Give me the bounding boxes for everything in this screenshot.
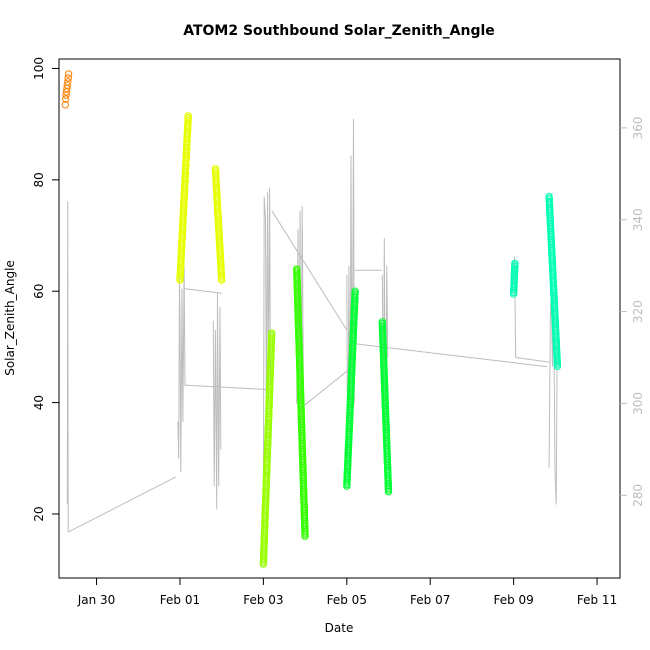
data-point bbox=[61, 95, 70, 103]
y2-tick-label: 320 bbox=[631, 300, 645, 323]
data-points bbox=[61, 70, 562, 568]
trace-segment bbox=[300, 370, 348, 409]
trace-segment bbox=[184, 288, 222, 294]
data-point bbox=[384, 488, 393, 496]
x-tick-label: Feb 01 bbox=[160, 593, 200, 607]
heading-trace bbox=[66, 118, 558, 533]
x-axis: Jan 30 Feb 01 Feb 03 Feb 05 Feb 07 Feb 09 Feb … bbox=[77, 578, 617, 607]
trace-line bbox=[296, 205, 304, 450]
data-point bbox=[351, 287, 359, 295]
x-axis-label: Date bbox=[325, 621, 354, 635]
data-point bbox=[301, 532, 309, 540]
y-tick-label: 60 bbox=[32, 284, 46, 299]
y2-tick-label: 280 bbox=[631, 484, 645, 507]
x-tick-label: Feb 03 bbox=[243, 593, 283, 607]
y2-tick-label: 300 bbox=[631, 392, 645, 415]
data-point bbox=[61, 101, 70, 109]
data-point bbox=[63, 81, 72, 89]
x-tick-label: Jan 30 bbox=[77, 593, 116, 607]
x-tick-label: Feb 05 bbox=[327, 593, 367, 607]
data-point bbox=[64, 70, 73, 78]
trace-segment bbox=[355, 343, 548, 368]
data-point bbox=[553, 362, 562, 371]
trace-line bbox=[177, 265, 186, 473]
y2-tick-label: 360 bbox=[631, 116, 645, 139]
y2-axis: 280 300 320 340 360 bbox=[620, 116, 645, 507]
plot-area bbox=[58, 58, 621, 579]
data-point bbox=[268, 329, 276, 337]
x-tick-label: Feb 07 bbox=[410, 593, 450, 607]
trace-segment bbox=[271, 210, 348, 331]
trace-line bbox=[66, 201, 69, 533]
trace-segment bbox=[67, 476, 177, 533]
data-point bbox=[218, 276, 226, 284]
data-point bbox=[511, 259, 519, 268]
trace-line bbox=[262, 187, 271, 505]
y-tick-label: 80 bbox=[32, 172, 46, 187]
data-point bbox=[64, 78, 72, 86]
x-tick-label: Feb 09 bbox=[493, 593, 533, 607]
y-axis-label: Solar_Zenith_Angle bbox=[3, 260, 17, 376]
trace-segment bbox=[184, 384, 270, 391]
y-tick-label: 20 bbox=[32, 506, 46, 521]
y-axis: 20 40 60 80 100 bbox=[32, 57, 59, 522]
y2-tick-label: 340 bbox=[631, 208, 645, 231]
trace-segment bbox=[515, 357, 550, 363]
x-tick-label: Feb 11 bbox=[577, 593, 617, 607]
chart-title: ATOM2 Southbound Solar_Zenith_Angle bbox=[183, 23, 495, 39]
trace-line bbox=[212, 293, 222, 510]
data-point bbox=[184, 112, 193, 120]
y-tick-label: 100 bbox=[32, 57, 46, 80]
data-point bbox=[64, 74, 72, 82]
y-tick-label: 40 bbox=[32, 395, 46, 410]
